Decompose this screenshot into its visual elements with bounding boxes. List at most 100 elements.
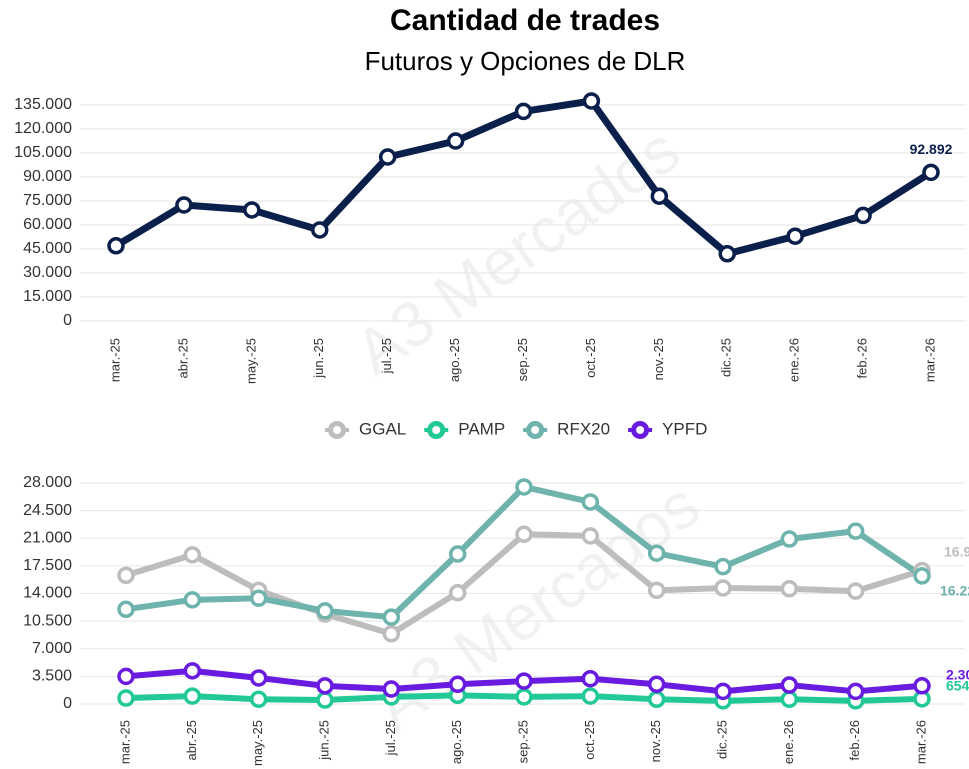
- y-tick-label: 21.000: [23, 529, 72, 546]
- x-tick-label: jul.-25: [383, 720, 398, 756]
- y-tick-label: 45.000: [23, 240, 72, 257]
- data-point: [846, 522, 865, 540]
- legend-item: PAMP: [424, 419, 505, 439]
- x-tick-label: ene.-26: [787, 338, 802, 382]
- data-point: [249, 589, 268, 607]
- x-tick-label: jul.-25: [379, 338, 394, 374]
- data-point: [780, 690, 799, 709]
- x-tick-label: ene.-26: [781, 720, 796, 764]
- x-tick-label: jun.-25: [316, 720, 331, 761]
- data-point: [714, 682, 732, 701]
- legend-marker: [329, 422, 345, 438]
- data-point: [448, 583, 467, 602]
- x-tick-label: dic.-25: [719, 338, 734, 377]
- data-point: [117, 689, 135, 707]
- x-tick-label: abr.-25: [175, 338, 190, 378]
- data-point: [446, 132, 465, 150]
- data-point: [647, 581, 666, 600]
- data-point: [117, 667, 135, 686]
- data-point: [647, 675, 666, 694]
- chart-title: Cantidad de trades: [390, 4, 660, 37]
- legend-item: RFX20: [523, 419, 610, 439]
- x-tick-label: dic.-25: [714, 720, 729, 759]
- data-point: [183, 591, 202, 609]
- data-point: [714, 557, 732, 576]
- data-point: [846, 582, 865, 600]
- legend-label: RFX20: [557, 419, 610, 438]
- data-label: 16.227: [940, 583, 969, 599]
- y-tick-label: 24.500: [23, 502, 72, 519]
- y-tick-label: 15.000: [23, 288, 72, 305]
- data-point: [581, 669, 600, 688]
- data-label: 16.900: [944, 543, 969, 559]
- data-point: [780, 676, 799, 694]
- data-point: [514, 102, 533, 121]
- data-point: [780, 580, 799, 598]
- x-tick-label: ago.-25: [447, 338, 462, 382]
- data-point: [311, 221, 329, 239]
- data-point: [107, 237, 125, 255]
- data-label: 92.892: [910, 141, 953, 157]
- y-tick-label: 0: [63, 312, 72, 329]
- data-point: [249, 669, 268, 687]
- data-point: [515, 478, 533, 496]
- data-point: [382, 625, 401, 643]
- legend-label: GGAL: [359, 419, 406, 438]
- x-tick-label: feb.-26: [855, 338, 870, 378]
- x-tick-label: nov.-25: [651, 338, 666, 380]
- data-point: [922, 163, 940, 182]
- x-tick-label: may.-25: [250, 720, 265, 766]
- data-point: [243, 201, 261, 219]
- x-tick-label: sep.-25: [515, 720, 530, 763]
- y-tick-label: 17.500: [23, 557, 72, 574]
- x-tick-label: oct.-25: [582, 720, 597, 760]
- y-tick-label: 28.000: [23, 474, 72, 491]
- data-point: [175, 196, 193, 214]
- x-tick-label: mar.-25: [107, 338, 122, 382]
- x-tick-label: may.-25: [243, 338, 258, 384]
- legend-label: YPFD: [662, 419, 707, 438]
- data-point: [647, 690, 666, 709]
- data-point: [249, 690, 268, 709]
- data-point: [316, 602, 334, 620]
- data-point: [117, 600, 135, 619]
- data-point: [183, 546, 202, 564]
- data-point: [913, 677, 931, 695]
- legend-marker: [527, 422, 544, 438]
- y-tick-label: 90.000: [23, 168, 72, 185]
- x-tick-label: mar.-26: [913, 720, 928, 764]
- data-point: [913, 567, 931, 585]
- data-point: [718, 245, 736, 263]
- y-tick-label: 7.000: [32, 640, 72, 657]
- x-tick-label: feb.-26: [847, 720, 862, 760]
- data-point: [515, 672, 533, 690]
- data-point: [117, 566, 135, 585]
- legend-label: PAMP: [458, 419, 505, 438]
- y-tick-label: 105.000: [14, 144, 72, 161]
- y-tick-label: 10.500: [23, 612, 72, 629]
- y-tick-label: 14.000: [23, 585, 72, 602]
- y-tick-label: 30.000: [23, 264, 72, 281]
- x-tick-label: oct.-25: [583, 338, 598, 378]
- data-point: [183, 662, 202, 680]
- data-point: [316, 677, 334, 695]
- x-tick-label: abr.-25: [184, 720, 199, 760]
- data-point: [183, 687, 202, 705]
- chart-subtitle: Futuros y Opciones de DLR: [365, 46, 686, 76]
- legend-item: YPFD: [628, 419, 707, 439]
- legend-item: GGAL: [325, 419, 406, 439]
- x-tick-label: ago.-25: [449, 720, 464, 764]
- x-tick-label: mar.-25: [117, 720, 132, 764]
- data-point: [448, 545, 467, 563]
- data-point: [316, 691, 334, 709]
- data-point: [378, 148, 397, 166]
- data-point: [515, 525, 533, 544]
- data-point: [650, 187, 669, 205]
- data-point: [448, 675, 467, 694]
- y-tick-label: 75.000: [23, 192, 72, 209]
- data-label: 2.309: [946, 666, 969, 682]
- data-point: [786, 227, 804, 245]
- legend-marker: [428, 422, 445, 438]
- data-label: 654: [946, 678, 969, 694]
- x-tick-label: nov.-25: [648, 720, 663, 762]
